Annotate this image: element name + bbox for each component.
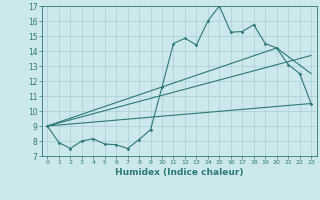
X-axis label: Humidex (Indice chaleur): Humidex (Indice chaleur) — [115, 168, 244, 177]
